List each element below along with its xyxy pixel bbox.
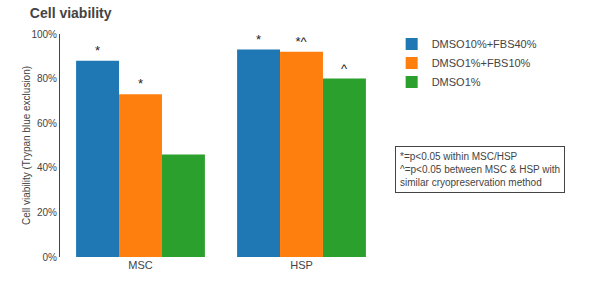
svg-text:DMSO1%: DMSO1% bbox=[432, 76, 481, 88]
svg-text:*^: *^ bbox=[295, 34, 307, 49]
svg-text:DMSO1%+FBS10%: DMSO1%+FBS10% bbox=[432, 57, 531, 69]
svg-text:*: * bbox=[256, 32, 261, 47]
svg-text:MSC: MSC bbox=[128, 259, 153, 271]
svg-text:60%: 60% bbox=[37, 118, 57, 129]
svg-text:80%: 80% bbox=[37, 73, 57, 84]
svg-text:0%: 0% bbox=[43, 252, 58, 263]
svg-text:^: ^ bbox=[341, 61, 348, 76]
svg-text:HSP: HSP bbox=[290, 259, 313, 271]
svg-text:*: * bbox=[138, 76, 143, 91]
svg-text:100%: 100% bbox=[31, 29, 57, 40]
svg-text:20%: 20% bbox=[37, 207, 57, 218]
svg-text:Cell viability (Trypan blue ex: Cell viability (Trypan blue exclusion) bbox=[21, 66, 32, 225]
svg-text:40%: 40% bbox=[37, 162, 57, 173]
svg-text:*=p<0.05 within MSC/HSP^=p<0.0: *=p<0.05 within MSC/HSP^=p<0.05 between … bbox=[400, 151, 560, 188]
svg-text:DMSO10%+FBS40%: DMSO10%+FBS40% bbox=[432, 38, 537, 50]
svg-text:Cell viability: Cell viability bbox=[30, 5, 112, 21]
svg-text:*: * bbox=[95, 43, 100, 58]
